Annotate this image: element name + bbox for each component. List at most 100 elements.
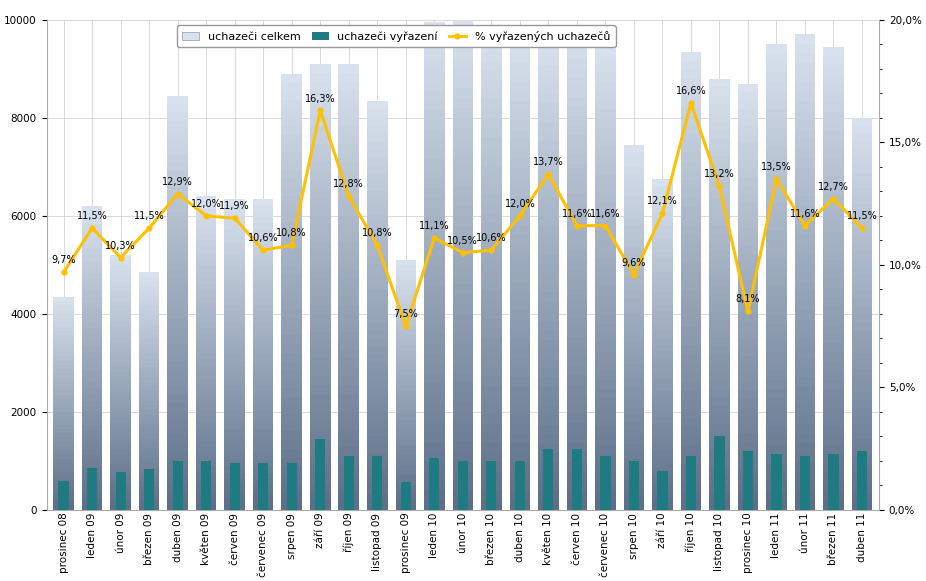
Bar [81,254,103,261]
Bar [395,380,416,385]
Bar [395,390,416,395]
Bar [315,439,325,510]
Bar [509,443,530,453]
Bar [87,468,97,510]
Bar [168,270,188,278]
Bar [310,412,331,421]
Bar [453,118,473,128]
Bar [224,236,245,242]
Bar [766,231,787,240]
Bar [623,429,644,437]
Bar [110,336,131,342]
Bar [54,433,74,437]
Bar [852,204,872,212]
Bar [282,475,302,484]
Bar [110,418,131,424]
Bar [196,410,217,416]
Bar [81,236,103,242]
Bar [709,268,730,277]
Bar [282,344,302,353]
Bar [81,328,103,333]
Bar [253,292,273,298]
Bar [709,458,730,467]
Bar [81,273,103,279]
Bar [766,482,787,492]
Bar [310,153,331,162]
Bar [766,435,787,444]
Bar [652,199,672,206]
Bar [595,501,616,510]
Bar [196,491,217,497]
Bar [224,448,245,454]
Bar [709,450,730,458]
Bar [538,396,558,406]
Bar [538,207,558,217]
Bar [509,320,530,329]
Bar [509,167,530,177]
Bar [224,261,245,267]
Bar [823,65,844,74]
Bar [595,44,616,53]
Bar [795,406,815,415]
Bar [110,393,131,398]
Bar [224,485,245,492]
Text: 11,5%: 11,5% [133,211,165,221]
Bar [795,82,815,92]
Bar [453,382,473,392]
Bar [282,318,302,327]
Bar [795,120,815,130]
Bar [795,215,815,225]
Bar [367,346,388,354]
Bar [110,321,131,327]
Bar [652,345,672,351]
Bar [54,301,74,305]
Bar [595,435,616,444]
Bar [681,474,701,482]
Bar [482,118,502,128]
Bar [567,97,587,106]
Bar [339,216,359,224]
Bar [509,263,530,272]
Bar [224,435,245,442]
Bar [681,79,701,88]
Bar [709,329,730,338]
Bar [196,284,217,290]
Bar [54,412,74,416]
Bar [852,259,872,267]
Bar [224,442,245,448]
Bar [196,315,217,322]
Text: 10,6%: 10,6% [248,233,279,243]
Bar [482,156,502,166]
Bar [795,415,815,424]
Bar [253,236,273,242]
Bar [367,199,388,207]
Bar [738,101,758,109]
Bar [567,279,587,289]
Bar [482,433,502,443]
Bar [709,320,730,329]
Bar [339,269,359,278]
Bar [709,156,730,165]
Bar [81,449,103,456]
Bar [681,281,701,290]
Bar [110,459,131,464]
Bar [709,432,730,441]
Bar [310,260,331,269]
Bar [196,266,217,271]
Bar [652,245,672,252]
Bar [482,252,502,261]
Bar [253,435,273,442]
Bar [139,396,159,400]
Bar [224,317,245,323]
Bar [196,378,217,385]
Bar [681,70,701,79]
Text: 10,5%: 10,5% [447,236,478,246]
Bar [538,302,558,311]
Bar [509,253,530,263]
Bar [681,235,701,244]
Bar [823,260,844,269]
Bar [282,449,302,458]
Bar [54,374,74,378]
Bar [482,32,502,42]
Bar [709,251,730,260]
